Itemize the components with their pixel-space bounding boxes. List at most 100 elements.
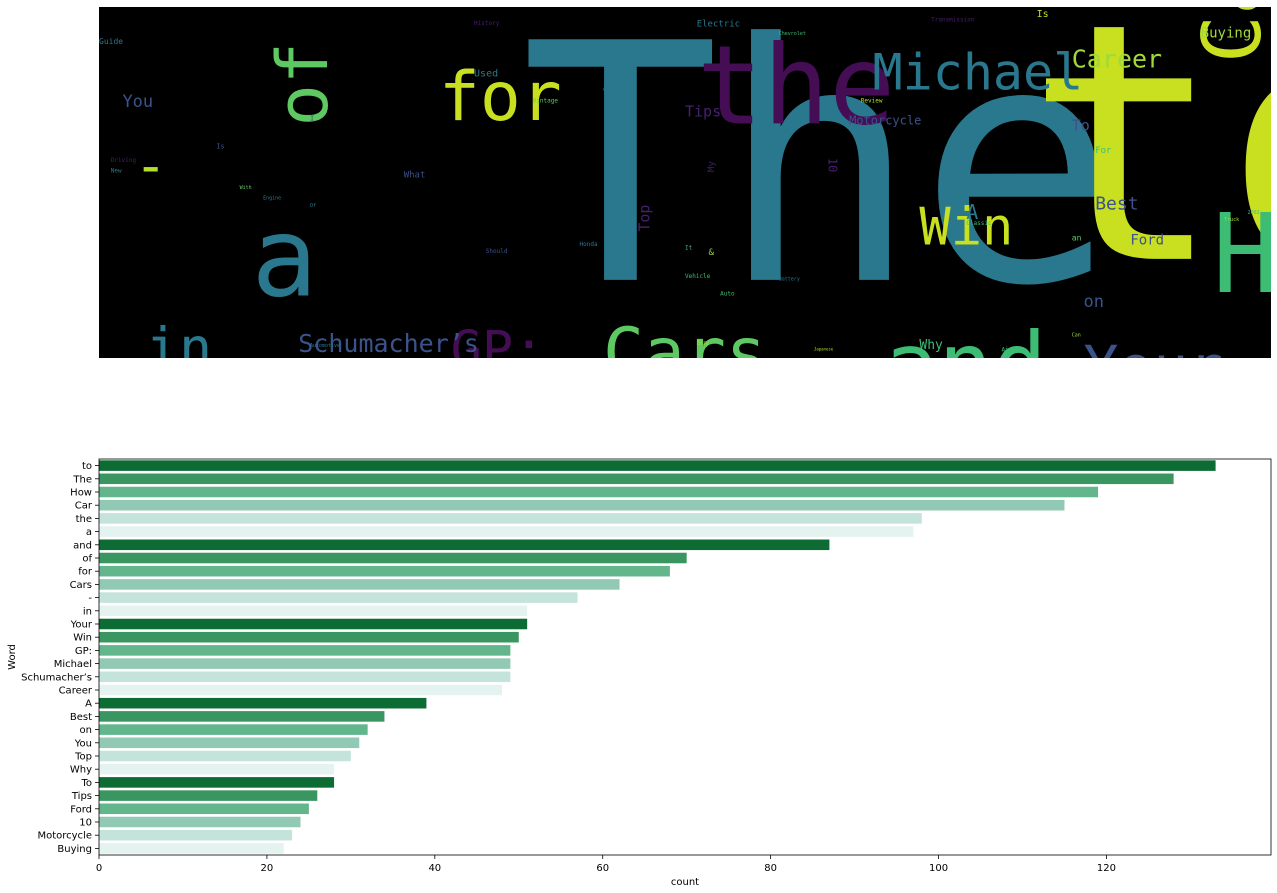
y-tick-label-of: of [82, 554, 92, 565]
y-tick-label-a: A [85, 699, 92, 710]
wordcloud-word-why: Why [919, 338, 943, 353]
bar-you [99, 737, 360, 749]
y-tick-label-dash: - [88, 593, 92, 604]
wordcloud-chart: ThetoHow Car the a and of for Cars - in Your Win GP:… [99, 7, 1271, 358]
x-tick-label-40: 40 [428, 863, 441, 874]
bar-and [99, 539, 830, 551]
wordcloud-word-how: How [1212, 190, 1271, 318]
x-tick-label-20: 20 [261, 863, 274, 874]
y-tick-label-buying: Buying [57, 844, 92, 855]
wordcloud-word-my: My [707, 161, 717, 172]
wordcloud-word-engine: Engine [263, 196, 281, 202]
bar-a [99, 526, 914, 537]
y-tick-label-in: in [83, 606, 92, 617]
wordcloud-word-battery: Battery [779, 276, 800, 282]
x-tick-label-80: 80 [764, 863, 777, 874]
y-tick-label-to: to [82, 461, 92, 472]
bar-top [99, 750, 351, 762]
wordcloud-word-and: and [884, 313, 1047, 358]
wordcloud-word-used: Used [474, 69, 498, 80]
wordcloud-word-review: Review [861, 97, 883, 104]
bar-michael [99, 658, 511, 669]
wordcloud-word-to: to [1025, 7, 1271, 337]
wordcloud-word-tips: Tips [685, 102, 721, 120]
bar-on [99, 724, 368, 735]
wordcloud-word-buying: Buying [1201, 26, 1252, 42]
bar-to [99, 777, 335, 788]
word-count-bar-chart: to The How Car the a and of for Cars - in Your Win GP:… [0, 440, 1277, 893]
y-tick-label-and: and [73, 540, 92, 551]
bar-schumacher-s [99, 671, 511, 683]
x-tick-label-0: 0 [96, 863, 102, 874]
y-tick-label-10: 10 [79, 818, 92, 829]
wordcloud-word-guide: Guide [99, 37, 123, 46]
y-tick-label-win: Win [73, 633, 92, 644]
y-tick-label-career: Career [59, 686, 93, 697]
wordcloud-word-air: Air [1001, 346, 1012, 353]
wordcloud-word-classic: Classic [966, 220, 992, 227]
wordcloud-word-motorcycle: Motorcycle [849, 114, 921, 128]
wordcloud-word-history: History [474, 20, 500, 27]
wordcloud-word-automotive: Automotive [310, 343, 340, 349]
y-tick-label-why: Why [70, 765, 92, 776]
bar-gp [99, 645, 511, 656]
wordcloud-word-should: Should [486, 248, 508, 255]
y-tick-label-top: Top [74, 752, 92, 763]
bar-the [99, 513, 922, 524]
plot-frame [98, 458, 1272, 856]
wordcloud-word-of: Of [310, 203, 316, 209]
wordcloud-word-an: an [1072, 234, 1082, 243]
bar-dash [99, 592, 578, 603]
wordcloud-word-buy: Buy [697, 339, 710, 347]
wordcloud-word-vehicle: Vehicle [685, 273, 711, 280]
bar-of [99, 552, 687, 564]
y-tick-label-on: on [80, 725, 92, 736]
bar-the [99, 473, 1174, 485]
wordcloud-word-best: Best [1095, 193, 1138, 214]
wordcloud-word-transmission: Transmission [931, 17, 975, 24]
y-tick-label-cars: Cars [70, 580, 92, 591]
y-tick-label-ford: Ford [70, 804, 92, 815]
wordcloud-word-change: Change [603, 87, 625, 94]
wordcloud-word-i: I [310, 115, 314, 123]
wordcloud-word-truck: Truck [1224, 217, 1239, 223]
y-tick-label-gp: GP: [75, 646, 92, 657]
wordcloud-word-is: Is [1037, 9, 1049, 20]
wordcloud-word-the: The [521, 7, 1117, 358]
y-tick-label-motorcycle: Motorcycle [37, 831, 92, 842]
bar-10 [99, 816, 301, 828]
y-tick-label-a: a [86, 527, 92, 538]
y-tick-label-car: Car [75, 501, 93, 512]
wordcloud-word-driving: Driving [111, 157, 137, 164]
wordcloud-word-with: With [240, 185, 252, 191]
x-axis-title: count [671, 877, 699, 888]
bar-why [99, 763, 335, 775]
bar-a [99, 697, 427, 709]
wordcloud-word-is: Is [216, 143, 224, 151]
wordcloud-word-japanese: Japanese [814, 347, 834, 352]
y-tick-label-the: The [72, 474, 92, 485]
wordcloud-word-of: of [262, 42, 344, 126]
wordcloud-word-car: Car [1186, 7, 1271, 63]
y-tick-label-tips: Tips [71, 791, 92, 802]
bar-career [99, 684, 502, 696]
wordcloud-word-electric: Electric [697, 20, 740, 30]
wordcloud-word-new: New [111, 167, 122, 174]
x-tick-label-60: 60 [596, 863, 609, 874]
wordcloud-canvas: ThetoHow Car the a and of for Cars - in Your Win GP:… [99, 7, 1271, 358]
wordcloud-word-can: Can [1072, 333, 1081, 339]
wordcloud-word-auto: Auto [720, 290, 735, 297]
y-tick-label-your: Your [70, 620, 93, 631]
wordcloud-word-schumacher-s: Schumacher’s [298, 329, 479, 358]
wordcloud-word-top: Top [635, 205, 653, 232]
wordcloud-word-you: You [122, 92, 153, 112]
wordcloud-word-career: Career [1072, 45, 1162, 74]
wordcloud-word-chevrolet: Chevrolet [779, 31, 806, 37]
bar-car [99, 499, 1065, 511]
y-tick-label-best: Best [70, 712, 92, 723]
y-tick-label-to: To [80, 778, 92, 789]
bar-tips [99, 790, 318, 801]
bar-motorcycle [99, 829, 293, 841]
wordcloud-word-to: To [1072, 117, 1090, 135]
wordcloud-word-what: What [404, 171, 426, 181]
